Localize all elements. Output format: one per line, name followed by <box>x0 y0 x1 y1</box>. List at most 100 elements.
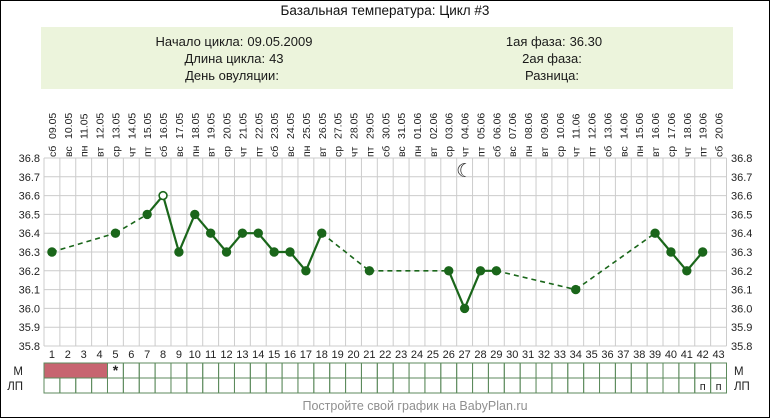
day-number: 21 <box>363 349 375 361</box>
date-label: 09.06 <box>539 113 551 139</box>
menstruation-row-label: М <box>13 366 23 378</box>
segment-solid <box>161 195 180 253</box>
weekday-label: сб <box>491 146 503 157</box>
date-label: 12.05 <box>95 113 107 139</box>
menstruation-cell <box>456 362 474 379</box>
day-number: 40 <box>665 349 677 361</box>
y-tick-right: 36.1 <box>731 285 752 297</box>
info-row-cycle-length: Длина цикла: 43 <box>94 50 374 67</box>
date-label: 24.05 <box>285 113 297 139</box>
weekday-label: вт <box>650 147 662 157</box>
menstruation-cell <box>249 362 267 379</box>
lp-cell <box>376 377 394 394</box>
marker-rows: * п п <box>43 362 728 394</box>
segment-solid <box>463 270 482 309</box>
lp-cell <box>59 377 77 394</box>
menstruation-row-label: М <box>734 366 744 378</box>
menstruation-cell <box>297 362 315 379</box>
data-point-day-8 <box>158 190 168 201</box>
date-label: 15.05 <box>142 113 154 139</box>
menstruation-cell <box>408 362 426 379</box>
y-tick-left: 36.6 <box>19 191 40 203</box>
data-point-day-41 <box>682 266 692 276</box>
day-number: 39 <box>649 349 661 361</box>
segment-solid <box>177 213 196 253</box>
grid-lines <box>43 157 727 347</box>
date-label: 28.05 <box>349 113 361 139</box>
data-point-day-39 <box>650 228 660 238</box>
date-label: 17.06 <box>666 113 678 139</box>
y-tick-right: 35.8 <box>731 341 752 353</box>
y-tick-left: 35.9 <box>19 322 40 334</box>
day-number: 42 <box>697 349 709 361</box>
menstruation-cell <box>313 362 331 379</box>
lp-cell <box>599 377 616 394</box>
menstruation-cell <box>472 362 489 379</box>
date-label: 05.06 <box>475 113 487 139</box>
weekday-label: пт <box>142 146 154 157</box>
menstruation-cell <box>202 362 220 379</box>
info-row-phase2: 2ая фаза: <box>454 50 654 67</box>
lp-cell <box>519 377 537 394</box>
moon-icon: ☾ <box>456 161 473 182</box>
row-labels: М ЛП М ЛП <box>7 366 750 393</box>
weekday-label: чт <box>349 147 361 157</box>
info-row-difference: Разница: <box>454 67 654 84</box>
lp-cell <box>551 377 569 394</box>
weekday-label: ср <box>110 146 122 157</box>
date-label: 09.05 <box>47 113 59 139</box>
day-number: 14 <box>252 349 264 361</box>
weekday-label: пт <box>364 146 376 157</box>
data-point-day-15 <box>269 247 279 257</box>
segment-dashed <box>496 270 576 291</box>
menstruation-cell <box>678 362 696 379</box>
date-labels: 09.05сб10.05вс11.05пн12.05вт13.05ср14.05… <box>47 113 726 157</box>
menstruation-cell <box>392 362 410 379</box>
weekday-label: пн <box>190 145 202 157</box>
day-number: 15 <box>268 349 280 361</box>
lp-cell <box>345 377 362 394</box>
day-number: 33 <box>554 349 566 361</box>
weekday-label: чт <box>126 147 138 157</box>
menstruation-cell <box>170 362 188 379</box>
data-point-day-21 <box>364 266 375 276</box>
menstruation-cell <box>329 362 347 379</box>
lp-row-label: ЛП <box>7 381 23 393</box>
date-label: 11.06 <box>571 113 583 139</box>
info-row-ovulation-day: День овуляции: <box>94 67 374 84</box>
weekday-label: сб <box>380 146 392 157</box>
info-label-cycle-start: Начало цикла: <box>155 34 244 49</box>
lp-cell <box>567 377 585 394</box>
weekday-label: сб <box>158 146 170 157</box>
menstruation-cell <box>154 362 172 379</box>
menstruation-cell <box>281 362 299 379</box>
y-tick-right: 36.2 <box>731 266 752 278</box>
segment-dashed <box>115 213 148 234</box>
weekday-label: ср <box>666 146 678 157</box>
menstruation-cell <box>440 362 458 379</box>
info-value-cycle-length: 43 <box>269 51 284 66</box>
weekday-label: сб <box>714 146 726 157</box>
lp-cell <box>106 377 124 394</box>
day-number: 37 <box>617 349 629 361</box>
day-number: 17 <box>300 349 312 361</box>
date-label: 15.06 <box>634 113 646 139</box>
y-tick-left: 36.8 <box>19 153 40 165</box>
day-number: 10 <box>189 349 201 361</box>
weekday-label: вт <box>539 147 551 157</box>
y-tick-right: 36.7 <box>731 172 752 184</box>
date-label: 30.05 <box>380 113 392 139</box>
menstruation-asterisk: * <box>113 362 119 378</box>
data-point-day-14 <box>253 228 263 238</box>
date-label: 13.05 <box>110 113 122 139</box>
info-label-ovulation-day: День овуляции: <box>185 68 279 83</box>
data-point-day-40 <box>666 247 676 257</box>
weekday-label: сб <box>269 146 281 157</box>
menstruation-cell <box>614 362 632 379</box>
menstruation-cell <box>122 362 140 379</box>
lp-cell <box>710 377 728 394</box>
weekday-label: вс <box>174 146 186 157</box>
lp-cell <box>138 377 156 394</box>
info-label-cycle-length: Длина цикла: <box>184 51 266 66</box>
